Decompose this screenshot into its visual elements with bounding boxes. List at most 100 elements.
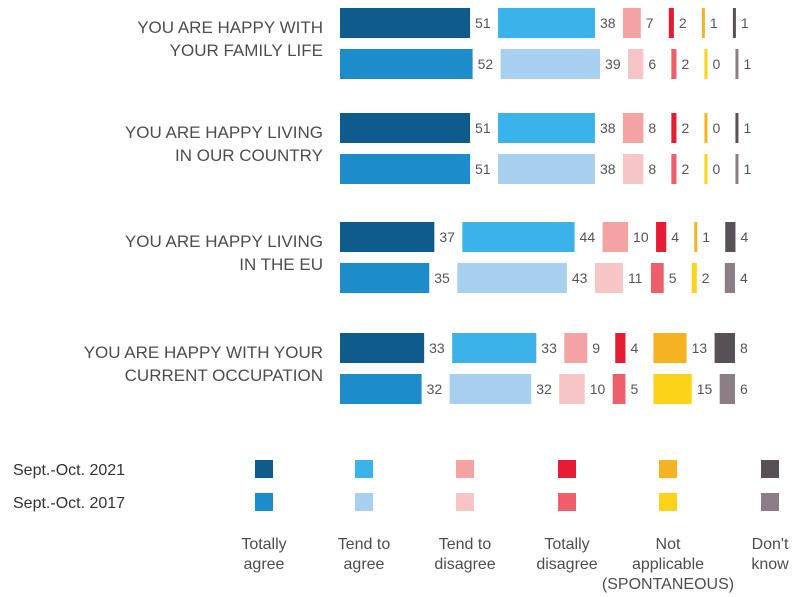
value-label: 0 (712, 120, 720, 136)
legend-swatch (456, 493, 474, 511)
value-label: 38 (600, 15, 616, 31)
value-label: 5 (630, 381, 638, 397)
bar (340, 333, 425, 363)
legend-swatch (659, 493, 677, 511)
value-label: 1 (743, 56, 751, 72)
value-label: 44 (580, 229, 596, 245)
legend-answer-label: disagree (434, 556, 495, 573)
value-label: 4 (740, 229, 748, 245)
legend-swatch (456, 460, 474, 478)
legend-wave-label: Sept.-Oct. 2017 (13, 495, 125, 512)
legend-answer-label: Totally (241, 536, 286, 553)
bar (452, 333, 537, 363)
value-label: 35 (434, 270, 450, 286)
bar (457, 263, 567, 293)
value-label: 8 (740, 340, 748, 356)
bar (671, 113, 677, 143)
value-label: 33 (429, 340, 445, 356)
legend-answer-label: Totally (544, 536, 589, 553)
bar (653, 333, 687, 363)
bar (449, 374, 532, 404)
bar (615, 333, 626, 363)
bar (735, 49, 739, 79)
value-label: 32 (536, 381, 552, 397)
value-label: 8 (648, 161, 656, 177)
legend-swatch (761, 460, 779, 478)
question-label: IN OUR COUNTRY (175, 146, 323, 165)
legend-answer-label: (SPONTANEOUS) (602, 576, 734, 593)
bar (462, 222, 575, 252)
value-label: 4 (630, 340, 638, 356)
value-label: 7 (646, 15, 654, 31)
value-label: 8 (648, 120, 656, 136)
bar (735, 113, 739, 143)
value-label: 4 (671, 229, 679, 245)
value-label: 6 (740, 381, 748, 397)
bar (735, 154, 739, 184)
value-label: 5 (669, 270, 677, 286)
value-label: 15 (697, 381, 713, 397)
value-label: 1 (743, 161, 751, 177)
value-label: 2 (681, 56, 689, 72)
legend-answer-label: know (751, 556, 789, 573)
value-label: 38 (600, 161, 616, 177)
bar (668, 8, 674, 38)
value-label: 1 (702, 229, 710, 245)
bar (559, 374, 585, 404)
value-label: 2 (681, 161, 689, 177)
bar (704, 154, 708, 184)
value-label: 43 (572, 270, 588, 286)
legend-swatch (558, 493, 576, 511)
value-label: 0 (712, 161, 720, 177)
bar (340, 374, 422, 404)
bar (612, 374, 626, 404)
bar (498, 8, 595, 38)
question-label: YOUR FAMILY LIFE (170, 41, 323, 60)
bar (564, 333, 588, 363)
value-label: 2 (681, 120, 689, 136)
bar (694, 222, 698, 252)
value-label: 37 (439, 229, 455, 245)
value-label: 38 (600, 120, 616, 136)
bar (704, 49, 708, 79)
bar (602, 222, 629, 252)
value-label: 52 (478, 56, 494, 72)
legend-wave-label: Sept.-Oct. 2021 (13, 462, 125, 479)
legend-answer-label: applicable (632, 556, 704, 573)
bar (732, 8, 736, 38)
bar (656, 222, 667, 252)
bar (622, 8, 641, 38)
legend-answer-label: agree (244, 556, 285, 573)
legend-swatch (558, 460, 576, 478)
bar (622, 154, 644, 184)
legend-answer-label: Don't (752, 536, 789, 553)
bar (594, 263, 623, 293)
legend-answer-label: Tend to (338, 536, 391, 553)
value-label: 39 (605, 56, 621, 72)
value-label: 4 (740, 270, 748, 286)
bar (719, 374, 735, 404)
bar (340, 113, 471, 143)
bar (691, 263, 697, 293)
legend-swatch (255, 460, 273, 478)
question-label: YOU ARE HAPPY LIVING (125, 232, 323, 251)
value-label: 11 (628, 270, 643, 286)
bar (340, 154, 471, 184)
bar (704, 113, 708, 143)
legend-answer-label: disagree (536, 556, 597, 573)
bar (671, 49, 677, 79)
bar (650, 263, 664, 293)
question-label: YOU ARE HAPPY WITH YOUR (84, 343, 323, 362)
value-label: 0 (712, 56, 720, 72)
bar (498, 113, 595, 143)
bar (340, 222, 435, 252)
legend-answer-label: Not (656, 536, 681, 553)
question-label: YOU ARE HAPPY WITH (137, 18, 323, 37)
value-label: 10 (590, 381, 606, 397)
bar (340, 263, 430, 293)
legend-answer-label: agree (344, 556, 385, 573)
bar (498, 154, 595, 184)
value-label: 51 (475, 15, 491, 31)
bar (653, 374, 692, 404)
